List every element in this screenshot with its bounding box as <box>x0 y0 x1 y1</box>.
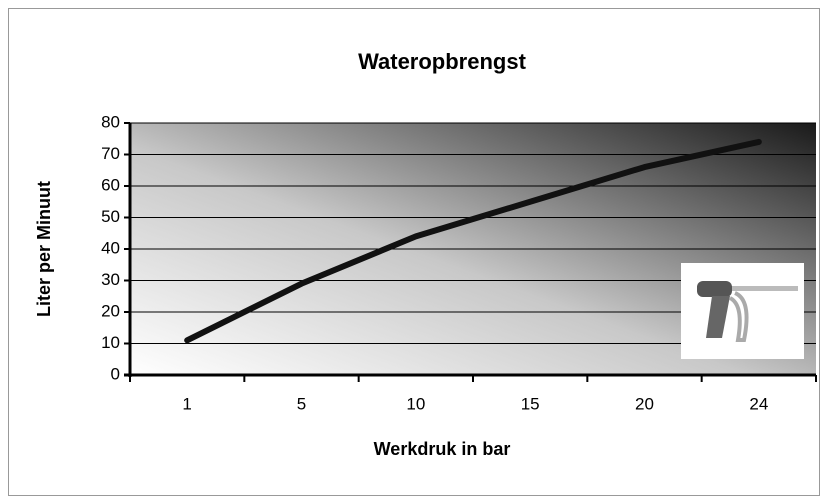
x-tick-label: 10 <box>406 394 425 413</box>
y-tick-label: 70 <box>101 144 120 163</box>
y-tick-label: 0 <box>111 364 120 383</box>
picture-frame <box>681 263 804 359</box>
y-tick-label: 50 <box>101 207 120 226</box>
y-tick-label: 10 <box>101 333 120 352</box>
chart-title: Wateropbrengst <box>358 49 527 74</box>
y-tick-label: 30 <box>101 270 120 289</box>
spray-gun-picture <box>681 263 804 359</box>
x-tick-label: 24 <box>749 394 768 413</box>
x-axis-label: Werkdruk in bar <box>374 439 511 459</box>
y-tick-label: 20 <box>101 301 120 320</box>
data-line <box>184 138 762 344</box>
x-tick-label: 15 <box>521 394 540 413</box>
y-tick-label: 60 <box>101 175 120 194</box>
y-tick-label: 40 <box>101 238 120 257</box>
y-tick-label: 80 <box>101 112 120 131</box>
gun-trigger <box>728 291 749 342</box>
x-tick-label: 1 <box>182 394 191 413</box>
y-axis-label: Liter per Minuut <box>34 181 54 317</box>
x-tick-label: 5 <box>297 394 306 413</box>
x-tick-label: 20 <box>635 394 654 413</box>
gun-head <box>697 281 732 297</box>
gun-grip <box>706 296 730 338</box>
gun-nozzle <box>720 286 798 291</box>
